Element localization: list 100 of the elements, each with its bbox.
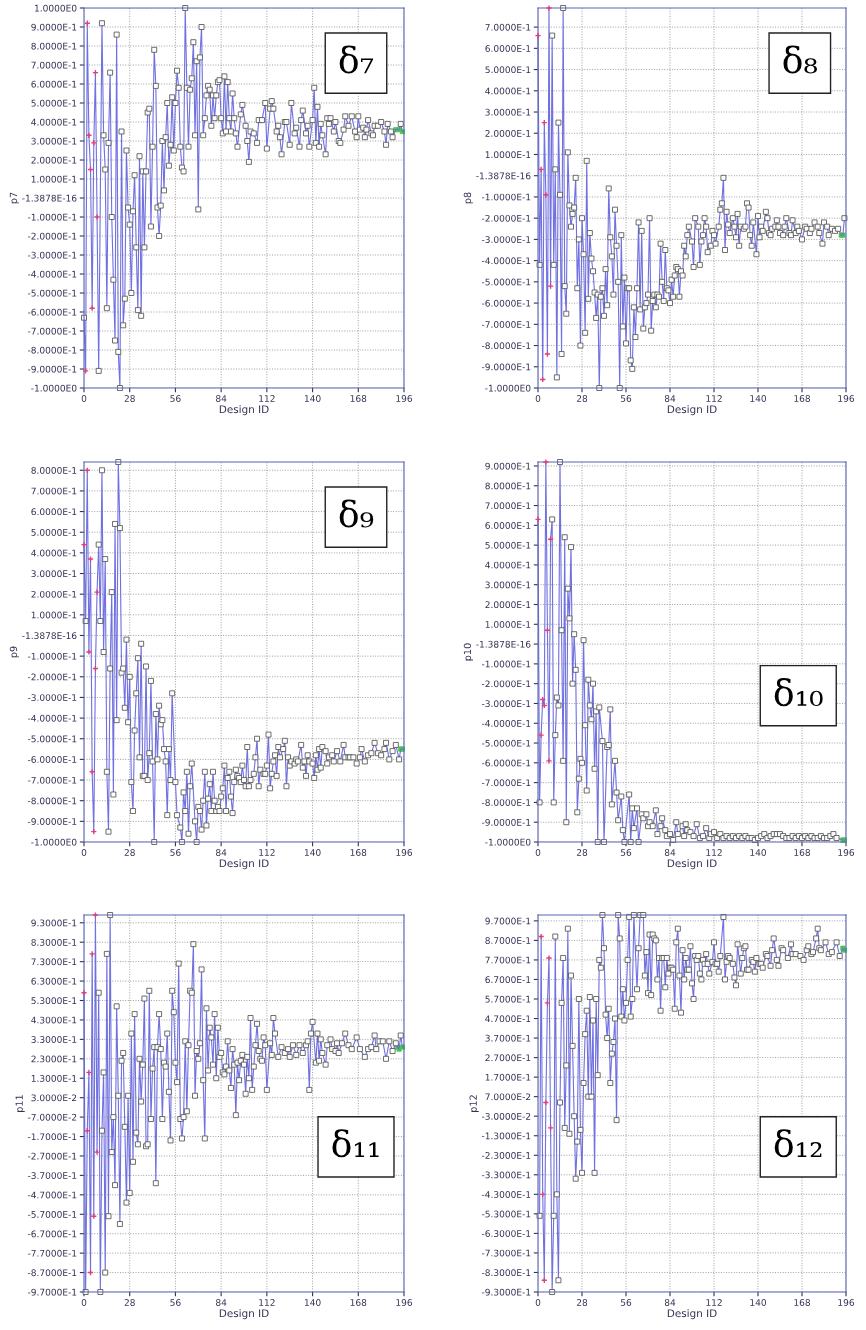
x-tick-label: 168 [794, 395, 810, 402]
y-tick-label: -5.3000E-1 [481, 1210, 531, 1218]
y-tick-label: -7.0000E-2 [27, 1113, 77, 1121]
y-tick-label: 4.0000E-1 [485, 87, 531, 95]
y-tick-label: 1.0000E-1 [485, 621, 531, 628]
y-tick-label: -9.0000E-1 [27, 818, 77, 825]
y-tick-label: 3.0000E-1 [485, 108, 531, 116]
y-tick-label: 6.0000E-1 [31, 508, 77, 516]
y-tick-label: -8.0000E-1 [27, 346, 77, 354]
annotation: δ₇ [339, 45, 374, 74]
x-tick-label: 56 [170, 395, 181, 402]
y-tick-label: 4.0000E-1 [31, 118, 77, 126]
annotation: δ₈ [783, 45, 817, 74]
y-tick-label: 8.0000E-1 [31, 466, 77, 474]
y-tick-label: -2.0000E-1 [27, 673, 77, 681]
x-tick-label: 168 [350, 395, 367, 402]
y-tick-label: -5.7000E-1 [27, 1211, 77, 1218]
y-tick-label: -1.7000E-1 [27, 1133, 77, 1141]
x-tick-label: 168 [794, 1299, 810, 1306]
x-tick-label: 168 [350, 1299, 367, 1306]
y-tick-label: -4.0000E-1 [27, 714, 77, 722]
y-tick-label: -7.0000E-1 [481, 779, 531, 787]
x-axis-title: Design ID [219, 859, 269, 870]
y-tick-label: -1.3878E-16 [476, 172, 531, 180]
y-tick-label: -4.3000E-1 [481, 1191, 531, 1198]
y-tick-label: -3.0000E-1 [27, 694, 77, 701]
y-tick-label: -2.0000E-1 [481, 214, 531, 222]
y-tick-label: -7.7000E-1 [27, 1249, 77, 1257]
x-tick-label: 56 [620, 849, 632, 856]
x-axis-title: Design ID [667, 405, 717, 416]
y-tick-label: -2.3000E-1 [481, 1151, 531, 1159]
x-tick-label: 84 [216, 395, 227, 402]
x-tick-label: 28 [576, 1299, 588, 1306]
y-tick-label: 2.7000E-1 [485, 1054, 531, 1062]
y-tick-label: -1.0000E0 [31, 384, 77, 392]
y-tick-label: -9.0000E-1 [481, 818, 531, 826]
x-tick-label: 112 [706, 849, 722, 856]
y-tick-label: 1.0000E0 [35, 4, 77, 12]
y-tick-label: -8.0000E-1 [481, 342, 531, 350]
y-tick-label: 2.0000E-1 [31, 156, 77, 164]
y-tick-label: 1.0000E-1 [31, 175, 77, 183]
y-tick-label: -3.0000E-1 [481, 700, 531, 708]
annotation: δ₁₀ [774, 678, 823, 707]
x-tick-label: 168 [794, 849, 810, 856]
y-tick-label: -1.3878E-16 [22, 632, 77, 640]
y-axis-title: p7 [9, 192, 19, 204]
x-tick-label: 84 [664, 395, 676, 402]
x-tick-label: 28 [124, 395, 135, 402]
y-tick-label: -1.0000E0 [31, 838, 77, 846]
y-tick-label: -1.0000E0 [485, 384, 531, 392]
y-tick-label: 8.0000E-1 [31, 42, 77, 50]
y-tick-label: -8.3000E-1 [481, 1269, 531, 1277]
y-tick-label: 4.0000E-1 [31, 549, 77, 557]
y-tick-label: 8.0000E-1 [485, 482, 531, 490]
y-tick-label: -1.3000E-1 [481, 1132, 531, 1140]
y-tick-label: -7.0000E-1 [481, 321, 531, 328]
y-tick-label: 4.7000E-1 [485, 1015, 531, 1023]
y-tick-label: -4.0000E-1 [27, 270, 77, 278]
y-tick-label: -5.0000E-1 [27, 735, 77, 743]
y-tick-label: -1.0000E0 [485, 838, 531, 846]
y-tick-label: -6.7000E-1 [27, 1230, 77, 1238]
y-tick-label: 2.0000E-1 [485, 129, 531, 137]
y-tick-label: -4.0000E-1 [481, 257, 531, 265]
y-tick-label: 7.7000E-1 [485, 956, 531, 964]
x-tick-label: 140 [304, 395, 321, 402]
y-tick-label: 7.0000E-1 [31, 61, 77, 69]
y-tick-label: 6.0000E-1 [485, 522, 531, 529]
x-tick-label: 56 [620, 395, 632, 402]
y-tick-label: 9.3000E-1 [31, 919, 77, 927]
x-tick-label: 112 [706, 1299, 722, 1306]
y-tick-label: -3.0000E-2 [481, 1112, 531, 1120]
y-tick-label: -9.3000E-1 [481, 1288, 531, 1296]
y-tick-label: 1.7000E-1 [485, 1073, 531, 1081]
y-tick-label: -5.0000E-1 [27, 289, 77, 297]
y-tick-label: 6.0000E-1 [31, 80, 77, 88]
y-tick-label: 6.3000E-1 [31, 977, 77, 985]
y-tick-label: -3.0000E-1 [27, 251, 77, 259]
y-tick-label: -2.0000E-1 [481, 680, 531, 688]
x-tick-label: 0 [535, 1299, 541, 1306]
y-tick-label: 9.7000E-1 [485, 917, 531, 925]
y-tick-label: -9.0000E-1 [27, 365, 77, 373]
y-axis-title: p11 [15, 1095, 25, 1112]
y-tick-label: 5.0000E-1 [31, 99, 77, 107]
x-tick-label: 28 [576, 849, 588, 856]
y-tick-label: -6.0000E-1 [481, 759, 531, 767]
y-tick-label: 5.0000E-1 [485, 541, 531, 549]
y-tick-label: 5.0000E-1 [31, 528, 77, 536]
y-tick-label: 3.0000E-1 [31, 570, 77, 578]
y-tick-label: -5.0000E-1 [481, 739, 531, 747]
y-tick-label: -7.0000E-1 [27, 776, 77, 784]
y-tick-label: -1.0000E-1 [27, 213, 77, 221]
annotation: δ₁₂ [774, 1129, 822, 1158]
y-tick-label: 2.0000E-1 [31, 590, 77, 598]
x-tick-label: 84 [216, 1299, 227, 1306]
y-tick-label: -9.7000E-1 [27, 1288, 77, 1296]
y-tick-label: 3.7000E-1 [485, 1034, 531, 1042]
y-tick-label: 7.0000E-2 [485, 1093, 531, 1101]
y-tick-label: -3.7000E-1 [27, 1172, 77, 1179]
y-tick-label: 3.0000E-1 [485, 581, 531, 589]
x-tick-label: 140 [750, 1299, 767, 1306]
